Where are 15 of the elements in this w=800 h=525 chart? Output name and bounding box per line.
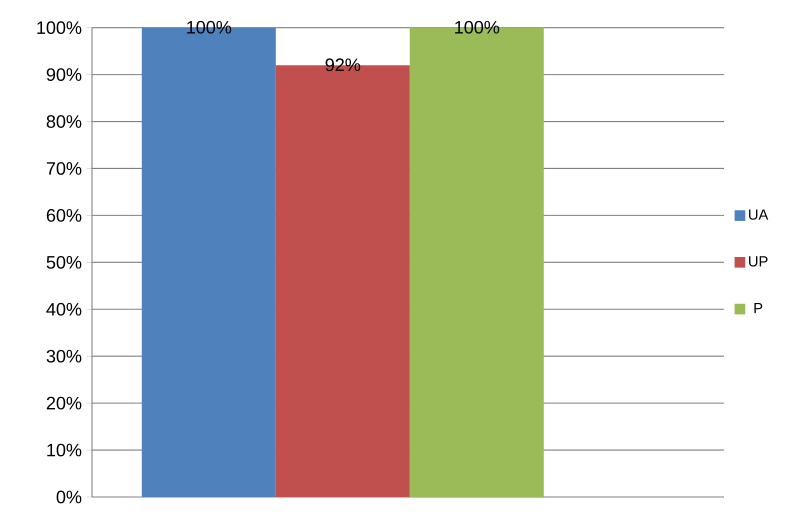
- y-tick-label: 50%: [46, 256, 82, 269]
- y-tick-label: 90%: [46, 68, 82, 81]
- y-tick-label: 20%: [46, 396, 82, 410]
- legend-label: UA: [749, 210, 768, 220]
- y-tick-label: 60%: [46, 209, 82, 222]
- y-tick-label: 40%: [46, 302, 82, 316]
- y-tick-label: 100%: [37, 21, 82, 34]
- y-tick-label: 80%: [46, 115, 82, 128]
- y-tick-label: 0%: [56, 490, 82, 504]
- y-tick-label: 70%: [46, 162, 82, 175]
- y-tick-label: 10%: [47, 444, 82, 456]
- y-tick-label: 30%: [46, 350, 82, 363]
- legend-label: P: [754, 303, 762, 314]
- legend-label: UP: [749, 256, 768, 267]
- data-label: 92%: [326, 58, 360, 72]
